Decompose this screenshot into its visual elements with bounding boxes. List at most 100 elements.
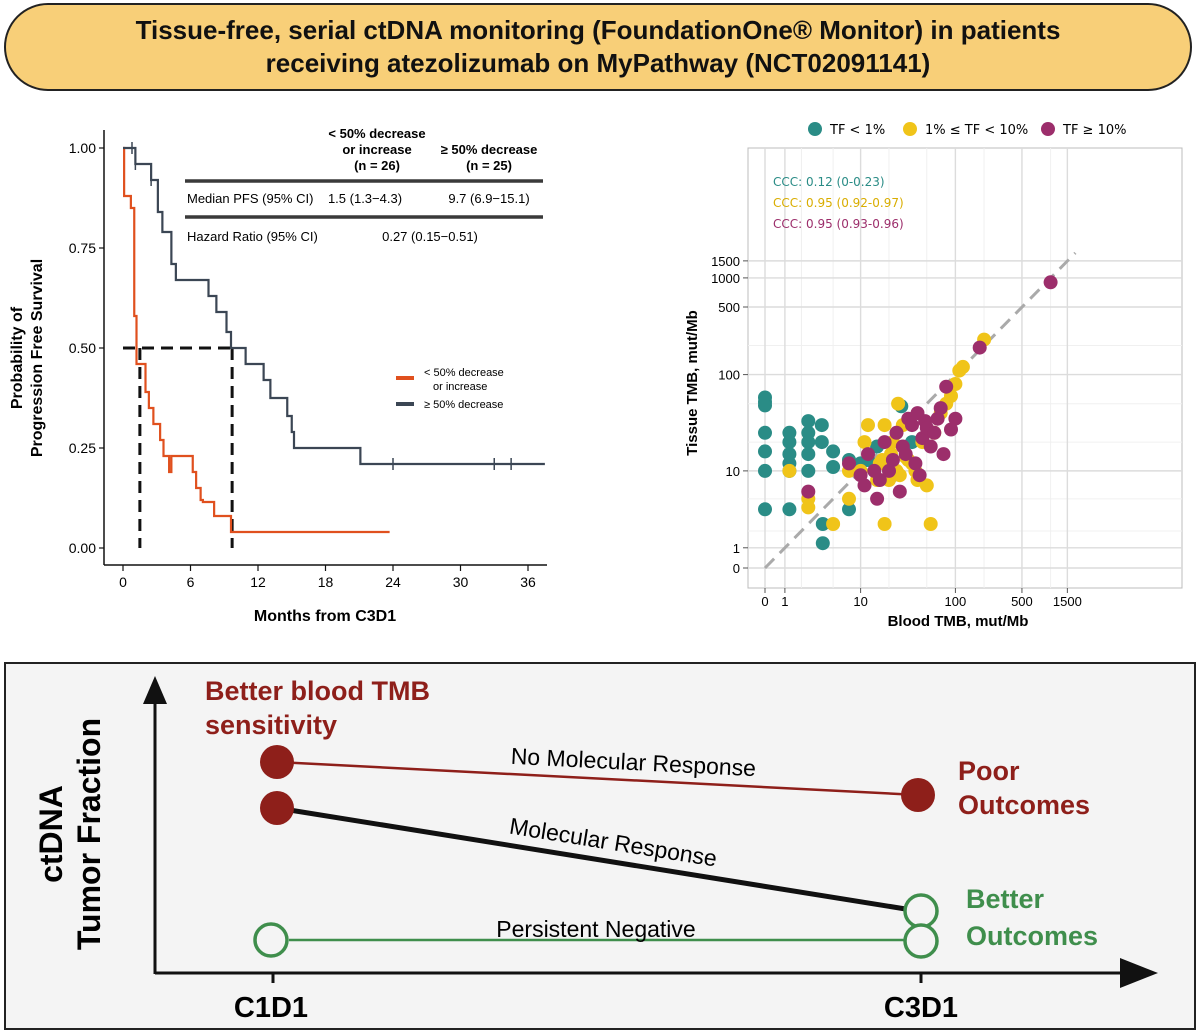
scatter-point [939, 379, 954, 394]
scatter-point [912, 468, 927, 483]
scatter-point [801, 447, 816, 462]
tmb-scatter-chart: TF < 1% 1% ≤ TF < 10% TF ≥ 10% 0 1 10 100 50… [684, 122, 1183, 630]
scatter-point [857, 478, 872, 493]
legend-tf-low: TF < 1% [829, 123, 885, 138]
better-outcomes-line1: Better [966, 884, 1045, 914]
scatter-point [826, 517, 841, 531]
km-ytick-label: 0.75 [69, 240, 96, 256]
legend-label-a-line1: < 50% decrease [424, 367, 504, 379]
scatter-xtick-label: 1 [781, 594, 788, 609]
scatter-point [861, 447, 875, 462]
response-line [276, 805, 919, 914]
scatter-xtick-label: 0 [761, 594, 768, 609]
scatter-point [908, 456, 923, 471]
table-row2-value: 0.27 (0.15−0.51) [382, 229, 478, 244]
ccc-tf-mid: CCC: 0.95 (0.92-0.97) [773, 196, 904, 210]
y-label-line2: Tumor Fraction [71, 718, 107, 950]
km-axes: 0.00 0.25 0.50 0.75 1.00 0 6 12 18 24 30 36 [69, 130, 547, 590]
km-xtick-label: 24 [385, 574, 401, 590]
scatter-xtick-label: 500 [1011, 594, 1033, 609]
scatter-point [801, 414, 816, 429]
table-col1-line1: < 50% decrease [328, 126, 425, 141]
km-curve-less-50 [123, 146, 390, 534]
legend-dot-tf-low [808, 122, 822, 136]
y-axis-arrowhead [143, 676, 167, 704]
c3d1-negative-marker [903, 923, 939, 959]
legend-label-a-line2: or increase [433, 381, 487, 393]
x-label-c1d1: C1D1 [234, 992, 308, 1024]
scatter-point [801, 435, 816, 450]
scatter-ytick-label: 100 [718, 368, 740, 383]
km-ytick-label: 0.25 [69, 440, 96, 456]
title-banner: Tissue-free, serial ctDNA monitoring (Fo… [4, 3, 1192, 91]
scatter-point [826, 444, 841, 459]
scatter-point [882, 463, 896, 478]
scatter-point [815, 536, 830, 551]
scatter-ylabel: Tissue TMB, mut/Mb [684, 310, 701, 456]
scatter-point [948, 411, 963, 426]
scatter-point [857, 435, 872, 450]
c1d1-negative-marker [253, 922, 289, 958]
table-row2-label: Hazard Ratio (95% CI) [187, 229, 318, 244]
scatter-point [758, 425, 772, 440]
scatter-point [905, 418, 919, 433]
scatter-frame [747, 147, 1183, 589]
km-ytick-label: 0.50 [69, 340, 96, 356]
scatter-point [877, 517, 892, 531]
c1d1-mid-marker [260, 791, 294, 825]
poor-outcomes-line1: Poor [958, 756, 1020, 786]
scatter-point [919, 478, 934, 493]
table-col1-line2: or increase [342, 142, 411, 157]
scatter-point [842, 491, 856, 506]
x-label-c3d1: C3D1 [884, 992, 958, 1024]
km-xtick-label: 18 [318, 574, 334, 590]
km-summary-table: < 50% decrease or increase (n = 26) ≥ 50… [185, 126, 543, 244]
scatter-point [758, 444, 772, 459]
table-col2-n: (n = 25) [466, 158, 512, 173]
scatter-point [815, 517, 830, 531]
c1d1-high-marker [260, 745, 294, 779]
scatter-point [801, 500, 816, 515]
scatter-legend: TF < 1% 1% ≤ TF < 10% TF ≥ 10% [808, 122, 1126, 138]
scatter-point [891, 396, 906, 411]
scatter-point [930, 411, 945, 426]
km-ylabel-line2: Progression Free Survival [29, 259, 46, 457]
better-tmb-sensitivity-line2: sensitivity [205, 710, 337, 740]
ccc-tf-high: CCC: 0.95 (0.93-0.96) [773, 217, 904, 231]
scatter-point [885, 453, 900, 467]
scatter-point [758, 398, 772, 413]
scatter-point [898, 447, 913, 462]
scatter-point [872, 473, 887, 487]
poor-outcomes-line2: Outcomes [958, 790, 1090, 820]
title-line-2: receiving atezolizumab on MyPathway (NCT… [265, 48, 931, 78]
km-curves [123, 142, 545, 534]
scatter-point [923, 517, 938, 531]
scatter-point [892, 468, 907, 483]
km-xtick-label: 30 [453, 574, 469, 590]
scatter-ytick-label: 1000 [711, 271, 740, 286]
title-line-1: Tissue-free, serial ctDNA monitoring (Fo… [135, 15, 1061, 45]
km-chart: 0.00 0.25 0.50 0.75 1.00 0 6 12 18 24 30 36 < 50% d… [9, 126, 547, 625]
schematic-panel [4, 662, 1196, 1030]
table-col1-n: (n = 26) [354, 158, 400, 173]
scatter-point [782, 463, 797, 478]
scatter-point [861, 418, 875, 433]
scatter-point [877, 418, 892, 433]
scatter-point [801, 484, 816, 499]
km-ylabel-line1: Probability of [9, 306, 26, 409]
no-response-line [276, 760, 919, 797]
km-xtick-label: 36 [520, 574, 536, 590]
scatter-point [972, 340, 987, 355]
scatter-point [758, 502, 772, 517]
scatter-point [892, 484, 907, 499]
better-tmb-sensitivity-line1: Better blood TMB [205, 676, 430, 706]
km-ytick-label: 1.00 [69, 140, 96, 156]
scatter-point [870, 491, 885, 506]
scatter-xlabel: Blood TMB, mut/Mb [888, 613, 1029, 630]
persistent-negative-label: Persistent Negative [496, 916, 695, 942]
scatter-ytick-label: 10 [726, 464, 740, 479]
scatter-point [826, 460, 841, 474]
km-xtick-label: 12 [250, 574, 266, 590]
table-col2-line: ≥ 50% decrease [441, 142, 538, 157]
table-row1-label: Median PFS (95% CI) [187, 191, 313, 206]
